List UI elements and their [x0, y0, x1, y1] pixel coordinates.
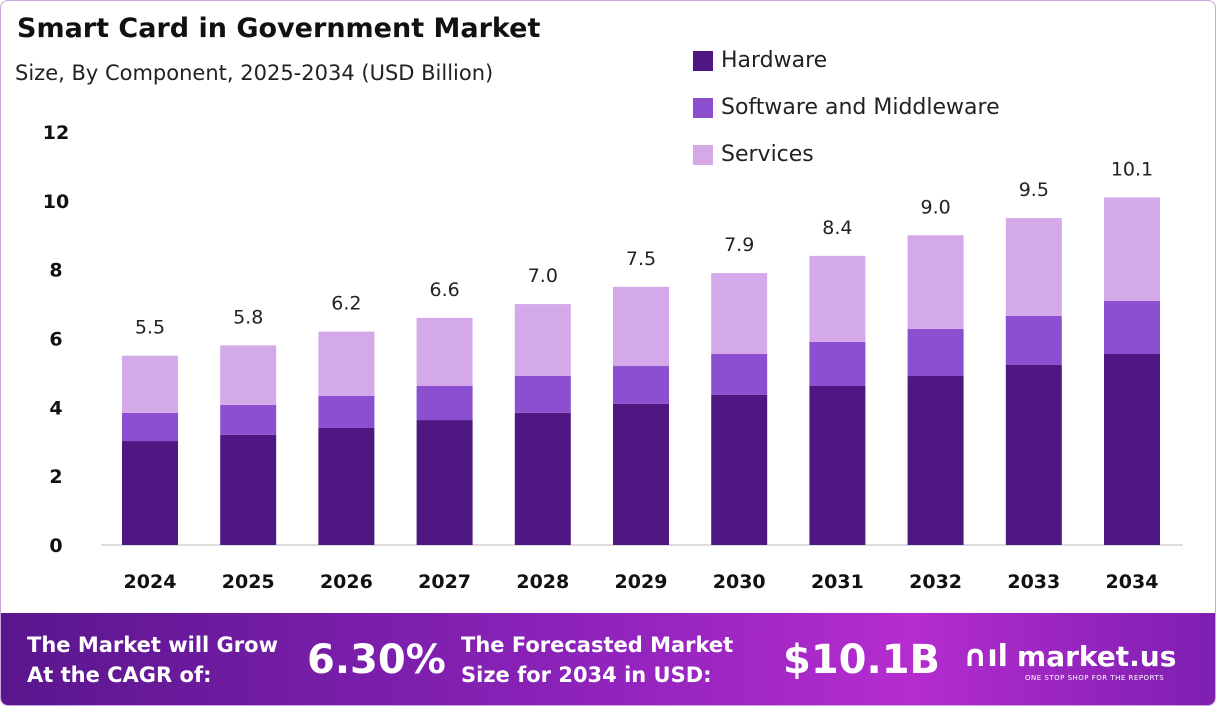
- legend: Hardware Software and Middleware Service…: [693, 37, 1000, 178]
- total-label: 6.6: [429, 279, 459, 301]
- forecast-label: The Forecasted Market Size for 2034 in US…: [461, 633, 734, 687]
- bar-segment: [318, 395, 375, 428]
- legend-label: Hardware: [721, 48, 828, 73]
- bar-segment: [613, 403, 669, 545]
- legend-item-software: Software and Middleware: [693, 84, 1000, 131]
- total-label: 7.5: [626, 248, 656, 270]
- total-label: 10.1: [1111, 158, 1153, 180]
- chart-subtitle: Size, By Component, 2025-2034 (USD Billi…: [15, 61, 494, 85]
- legend-swatch: [693, 97, 713, 118]
- legend-item-hardware: Hardware: [693, 37, 1000, 84]
- bar-segment: [1005, 218, 1062, 316]
- bar-segment: [809, 255, 866, 342]
- bar-segment: [220, 404, 277, 435]
- y-tick-label: 10: [43, 191, 69, 213]
- bar-segment: [220, 434, 277, 545]
- bar-segment: [711, 353, 768, 395]
- x-tick-label: 2034: [1106, 571, 1159, 593]
- bar-segment: [416, 385, 473, 421]
- bar-segment: [220, 345, 277, 405]
- y-tick-label: 0: [49, 535, 62, 557]
- bar-segment: [318, 331, 375, 396]
- legend-item-services: Services: [693, 131, 1000, 178]
- legend-label: Software and Middleware: [721, 95, 1000, 120]
- bar-segment: [122, 355, 178, 413]
- legend-swatch: [693, 50, 713, 71]
- bar-segment: [809, 341, 866, 386]
- bar-segment: [1005, 365, 1062, 545]
- x-tick-label: 2031: [811, 571, 864, 593]
- y-tick-label: 12: [43, 122, 69, 144]
- total-label: 5.8: [233, 306, 263, 328]
- logo-icon: ∩ıl: [963, 639, 1008, 674]
- bar-segment: [613, 366, 669, 404]
- total-label: 9.5: [1019, 179, 1049, 201]
- bar-segment: [122, 412, 178, 442]
- bar-segment: [613, 286, 669, 367]
- bar-segment: [416, 317, 473, 386]
- legend-swatch: [693, 144, 713, 165]
- bar-segment: [122, 441, 178, 545]
- bar-segment: [907, 376, 964, 545]
- bar-segment: [711, 394, 768, 545]
- x-tick-label: 2025: [222, 571, 275, 593]
- bar-segment: [1005, 315, 1062, 366]
- x-tick-label: 2033: [1007, 571, 1060, 593]
- brand-logo: ∩ıl market.us ONE STOP SHOP FOR THE REPO…: [963, 639, 1177, 682]
- bar-segment: [514, 376, 571, 413]
- forecast-value: $10.1B: [783, 637, 941, 683]
- x-tick-label: 2028: [516, 571, 569, 593]
- bar-segment: [1104, 197, 1160, 301]
- bar-segment: [809, 385, 866, 545]
- bar-segment: [318, 427, 375, 545]
- bar-chart: 0 2 4 6 8 10 12 5.5 2024 5.8 2025 6.2 2026 6.6 2027 7.0…: [43, 122, 1183, 593]
- bar-segment: [907, 235, 964, 329]
- total-label: 9.0: [920, 196, 950, 218]
- cagr-value: 6.30%: [307, 637, 446, 683]
- legend-label: Services: [721, 142, 814, 167]
- bar-segment: [514, 412, 571, 545]
- bar-segment: [711, 273, 768, 354]
- y-tick-label: 6: [49, 329, 62, 351]
- total-label: 8.4: [822, 217, 852, 239]
- x-tick-label: 2024: [124, 571, 177, 593]
- total-label: 5.5: [135, 317, 165, 339]
- y-tick-label: 4: [49, 397, 62, 419]
- chart-title: Smart Card in Government Market: [17, 13, 541, 44]
- total-label: 6.2: [331, 293, 361, 315]
- bar-segment: [514, 304, 571, 377]
- x-tick-label: 2029: [615, 571, 668, 593]
- bar-segment: [416, 420, 473, 545]
- x-tick-label: 2027: [418, 571, 471, 593]
- bar-segment: [1104, 353, 1160, 545]
- x-tick-label: 2026: [320, 571, 373, 593]
- cagr-label: The Market will Grow At the CAGR of:: [27, 633, 278, 687]
- x-tick-label: 2030: [713, 571, 766, 593]
- y-tick-label: 8: [49, 260, 62, 282]
- y-tick-label: 2: [49, 466, 62, 488]
- bar-segment: [1104, 300, 1160, 354]
- total-label: 7.9: [724, 234, 754, 256]
- bar-segment: [907, 328, 964, 377]
- total-label: 7.0: [528, 265, 558, 287]
- x-tick-label: 2032: [909, 571, 962, 593]
- summary-banner: The Market will Grow At the CAGR of: 6.30…: [1, 613, 1215, 705]
